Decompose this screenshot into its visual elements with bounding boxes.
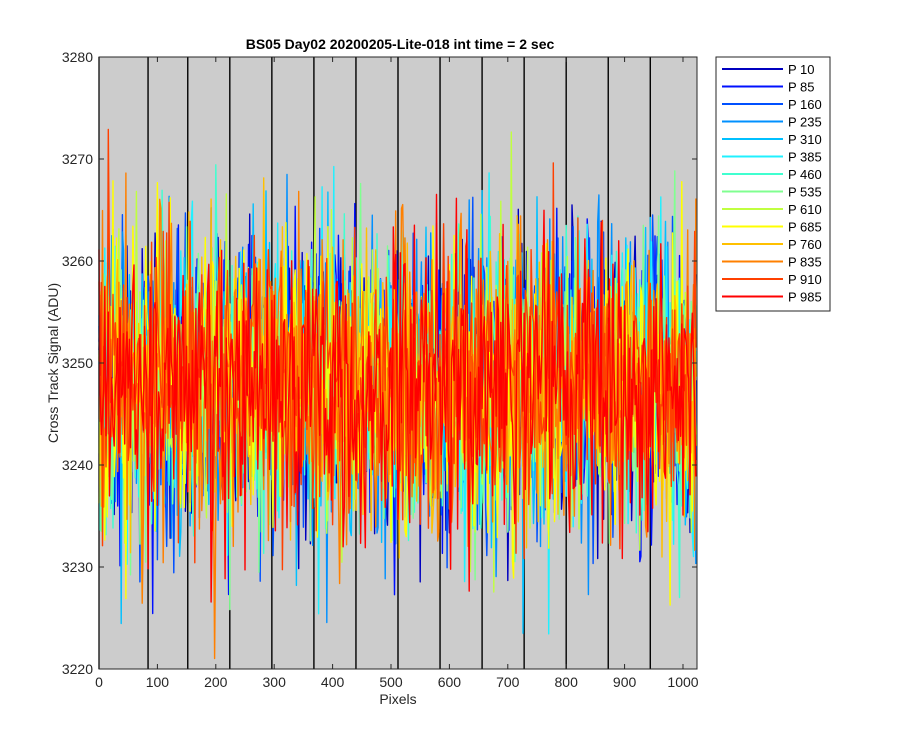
legend-label: P 610 [788,202,822,217]
x-tick-label: 500 [379,674,403,690]
legend-label: P 235 [788,115,822,130]
legend-box [715,56,831,312]
y-axis-ticks: 3220 3230 3240 3250 3260 3270 3280 [62,49,697,677]
series-line-p-985 [98,193,697,603]
legend-label: P 460 [788,167,822,182]
y-tick-label: 3260 [62,253,93,269]
legend-label: P 835 [788,255,822,270]
legend: P 10 P 85 P 160 P 235 P 310 P 385 P 460 P 535 P … [715,56,831,312]
legend-label: P 910 [788,272,822,287]
y-tick-label: 3250 [62,355,93,371]
legend-label: P 10 [788,62,815,77]
x-tick-label: 200 [204,674,228,690]
x-axis-ticks: 0 100 200 300 400 500 600 700 800 900 1000 [95,57,699,690]
series-lines [98,128,697,660]
y-tick-label: 3230 [62,559,93,575]
x-tick-label: 0 [95,674,103,690]
legend-label: P 760 [788,237,822,252]
x-tick-label: 400 [321,674,345,690]
x-tick-label: 1000 [667,674,698,690]
legend-label: P 985 [788,290,822,305]
legend-label: P 535 [788,185,822,200]
chart-title: BS05 Day02 20200205-Lite-018 int time = … [246,36,555,52]
y-tick-label: 3270 [62,151,93,167]
y-axis-label: Cross Track Signal (ADU) [45,283,61,443]
legend-label: P 685 [788,220,822,235]
x-tick-label: 900 [613,674,637,690]
x-tick-label: 800 [555,674,579,690]
x-tick-label: 100 [146,674,170,690]
legend-label: P 160 [788,97,822,112]
x-axis-label: Pixels [379,691,416,707]
y-tick-label: 3220 [62,661,93,677]
x-tick-label: 600 [438,674,462,690]
legend-label: P 85 [788,80,815,95]
x-tick-label: 300 [263,674,287,690]
x-tick-label: 700 [496,674,520,690]
y-tick-label: 3240 [62,457,93,473]
y-tick-label: 3280 [62,49,93,65]
legend-label: P 310 [788,132,822,147]
legend-label: P 385 [788,150,822,165]
